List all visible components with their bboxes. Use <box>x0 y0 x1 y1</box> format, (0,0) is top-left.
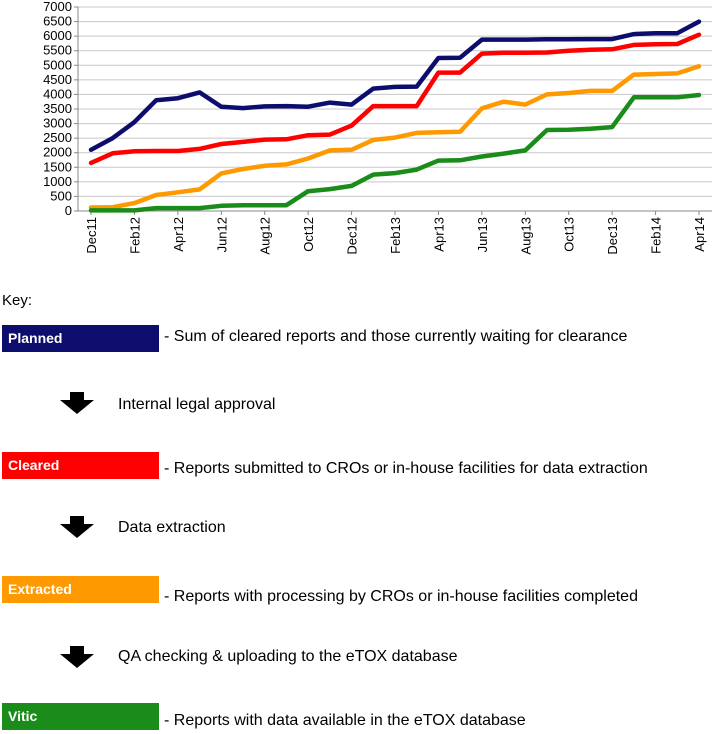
x-tick-label: Oct12 <box>301 217 316 252</box>
line-chart: 0500100015002000250030003500400045005000… <box>43 0 712 255</box>
legend-cleared-desc: - Reports submitted to CROs or in-house … <box>164 460 648 477</box>
legend-planned: Planned <box>2 325 159 352</box>
legend-extracted: Extracted <box>2 576 159 603</box>
y-tick-label: 500 <box>50 188 72 203</box>
step-qa-checking: QA checking & uploading to the eTOX data… <box>118 648 458 665</box>
y-tick-label: 0 <box>65 203 72 218</box>
y-tick-label: 4000 <box>43 86 72 101</box>
x-tick-label: Apr12 <box>171 217 186 252</box>
x-tick-label: Dec11 <box>84 217 99 254</box>
x-tick-label: Apr14 <box>692 217 707 252</box>
y-tick-label: 2500 <box>43 130 72 145</box>
x-tick-label: Dec12 <box>345 217 360 255</box>
legend-vitic-desc: - Reports with data available in the eTO… <box>164 712 526 729</box>
series-lines <box>88 19 702 213</box>
legend-planned-desc: - Sum of cleared reports and those curre… <box>164 328 628 345</box>
x-tick-label: Jun12 <box>214 217 229 252</box>
y-tick-label: 5000 <box>43 57 72 72</box>
gridlines <box>78 6 712 197</box>
key-title: Key: <box>2 292 33 309</box>
y-axis-tick-labels: 0500100015002000250030003500400045005000… <box>43 0 72 218</box>
series-line-vitic <box>88 92 702 213</box>
legend-cleared-label: Cleared <box>8 457 60 473</box>
series-line-planned <box>88 19 702 153</box>
axes <box>74 6 712 215</box>
x-tick-label: Feb14 <box>649 217 664 254</box>
x-tick-label: Apr13 <box>431 217 446 252</box>
y-tick-label: 3000 <box>43 116 72 131</box>
legend-cleared: Cleared <box>2 452 159 479</box>
x-axis-tick-labels: Dec11 Feb12 Apr12 Jun12 Aug12 Oct12 Dec12 Feb13… <box>84 217 707 255</box>
x-tick-label: Jun13 <box>475 217 490 252</box>
y-tick-label: 6000 <box>43 28 72 43</box>
y-tick-label: 6500 <box>43 14 72 29</box>
x-tick-label: Aug12 <box>258 217 273 255</box>
down-arrow-icon <box>60 646 94 668</box>
legend-extracted-label: Extracted <box>8 581 72 597</box>
step-internal-legal-approval: Internal legal approval <box>118 396 276 413</box>
x-tick-label: Feb13 <box>388 217 403 254</box>
legend-vitic: Vitic <box>2 703 159 730</box>
step-data-extraction: Data extraction <box>118 519 226 536</box>
y-tick-label: 5500 <box>43 43 72 58</box>
legend-planned-label: Planned <box>8 330 63 346</box>
down-arrow-icon <box>60 516 94 538</box>
legend-extracted-desc: - Reports with processing by CROs or in-… <box>164 588 638 605</box>
y-tick-label: 2000 <box>43 145 72 160</box>
y-tick-label: 4500 <box>43 72 72 87</box>
x-tick-label: Oct13 <box>562 217 577 252</box>
x-tick-label: Dec13 <box>605 217 620 255</box>
x-tick-label: Aug13 <box>518 217 533 255</box>
series-line-cleared <box>88 32 702 166</box>
y-tick-label: 3500 <box>43 101 72 116</box>
legend-vitic-label: Vitic <box>8 708 38 724</box>
y-tick-label: 1500 <box>43 159 72 174</box>
x-tick-label: Feb12 <box>127 217 142 254</box>
y-tick-label: 7000 <box>43 0 72 14</box>
series-line-extracted <box>88 63 702 210</box>
y-tick-label: 1000 <box>43 174 72 189</box>
down-arrow-icon <box>60 392 94 414</box>
